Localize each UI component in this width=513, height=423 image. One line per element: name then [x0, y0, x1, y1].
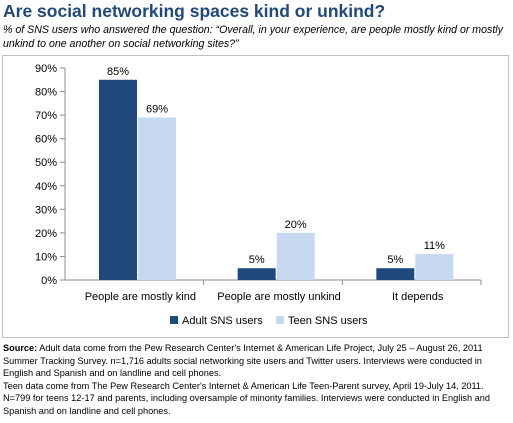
source-adult-text: Adult data come from the Pew Research Ce…	[3, 343, 483, 379]
y-tick-label: 0%	[41, 275, 57, 287]
legend-swatch	[170, 316, 178, 324]
category-label: It depends	[392, 291, 444, 303]
data-label: 5%	[387, 254, 403, 266]
data-label: 85%	[107, 66, 129, 78]
source-note: Source: Adult data come from the Pew Res…	[3, 342, 511, 418]
category-label: People are mostly unkind	[217, 291, 341, 303]
data-label: 5%	[249, 254, 265, 266]
bar-teen	[138, 117, 176, 280]
source-teen: Teen data come from The Pew Research Cen…	[3, 380, 490, 416]
bar-chart: 0% 10% 20% 30% 40% 50% 60% 70% 80% 90% 85% 69% Peopl…	[35, 63, 482, 327]
legend-label: Teen SNS users	[288, 315, 368, 327]
y-tick-label: 30%	[35, 204, 57, 216]
data-label: 20%	[285, 219, 307, 231]
bar-teen	[276, 232, 315, 280]
data-label: 69%	[146, 103, 168, 115]
y-tick-label: 20%	[35, 228, 57, 240]
source-adult: Source: Adult data come from the Pew Res…	[3, 342, 511, 380]
data-label: 11%	[424, 240, 445, 252]
y-tick-label: 50%	[35, 157, 57, 169]
page-title: Are social networking spaces kind or unk…	[3, 1, 386, 21]
y-tick-label: 70%	[35, 110, 57, 122]
bar-adult	[99, 79, 137, 281]
y-tick-label: 40%	[35, 181, 57, 193]
bar-adult	[376, 268, 415, 280]
category-label: People are mostly kind	[85, 291, 196, 303]
bar-adult	[237, 268, 276, 280]
legend-swatch	[276, 316, 284, 324]
y-tick-label: 80%	[35, 87, 57, 99]
y-tick-label: 60%	[35, 134, 57, 146]
chart-frame: 0% 10% 20% 30% 40% 50% 60% 70% 80% 90% 85% 69% Peopl…	[2, 55, 509, 338]
legend-label: Adult SNS users	[182, 315, 263, 327]
bar-teen	[415, 254, 454, 280]
y-tick-label: 10%	[35, 251, 57, 263]
source-label: Source:	[3, 343, 38, 353]
chart-subtitle: % of SNS users who answered the question…	[3, 24, 503, 50]
y-tick-label: 90%	[35, 63, 57, 75]
